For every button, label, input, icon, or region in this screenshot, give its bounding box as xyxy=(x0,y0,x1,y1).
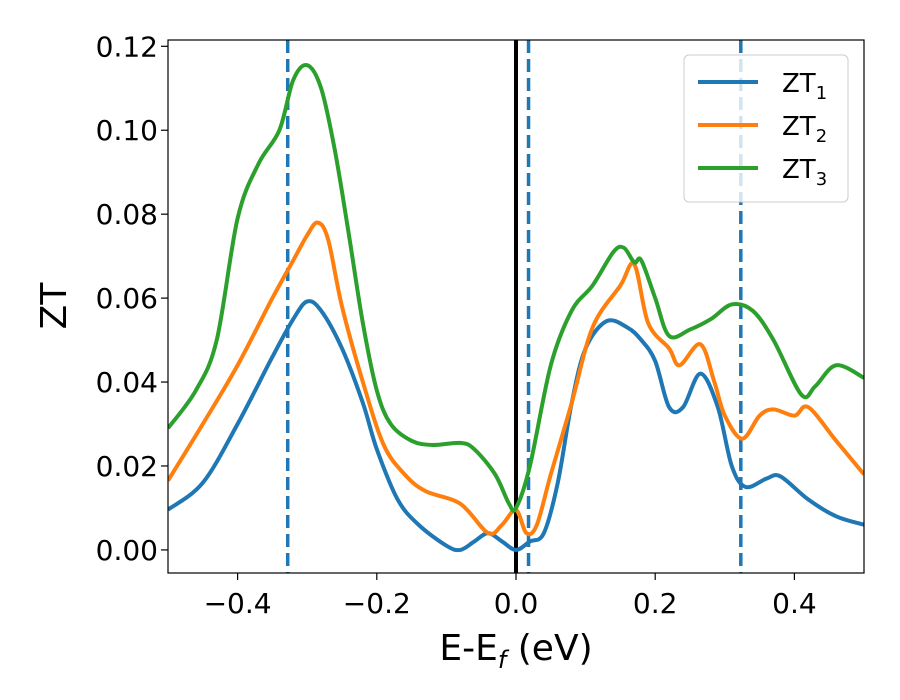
legend-label-zt1: ZT1 xyxy=(782,69,827,104)
series-line-zt1 xyxy=(168,299,864,553)
series-layer xyxy=(168,62,864,553)
series-line-zt3 xyxy=(168,62,864,513)
legend-box xyxy=(683,54,849,203)
y-tick-label: 0.00 xyxy=(96,534,158,567)
y-tick-label: 0.10 xyxy=(96,114,158,147)
y-tick-label: 0.02 xyxy=(96,450,158,483)
y-axis: 0.00 0.02 0.04 0.06 0.08 0.10 0.12 xyxy=(96,30,168,567)
y-tick-label: 0.06 xyxy=(96,282,158,315)
x-tick-label: 0.0 xyxy=(494,587,539,620)
x-tick-label: −0.2 xyxy=(343,587,411,620)
x-axis-title: E-Ef (eV) xyxy=(439,628,592,674)
legend-label-zt3: ZT3 xyxy=(782,155,827,190)
series-line-zt2 xyxy=(168,220,864,537)
y-tick-label: 0.12 xyxy=(96,30,158,63)
y-tick-label: 0.08 xyxy=(96,198,158,231)
y-tick-label: 0.04 xyxy=(96,366,158,399)
x-tick-label: 0.4 xyxy=(772,587,817,620)
legend-label-zt2: ZT2 xyxy=(782,112,827,147)
x-tick-label: −0.4 xyxy=(204,587,272,620)
legend: ZT1 ZT2 ZT3 xyxy=(683,54,849,203)
x-axis: −0.4 −0.2 0.0 0.2 0.4 xyxy=(204,573,817,620)
x-tick-label: 0.2 xyxy=(633,587,678,620)
y-axis-title: ZT xyxy=(34,282,75,330)
